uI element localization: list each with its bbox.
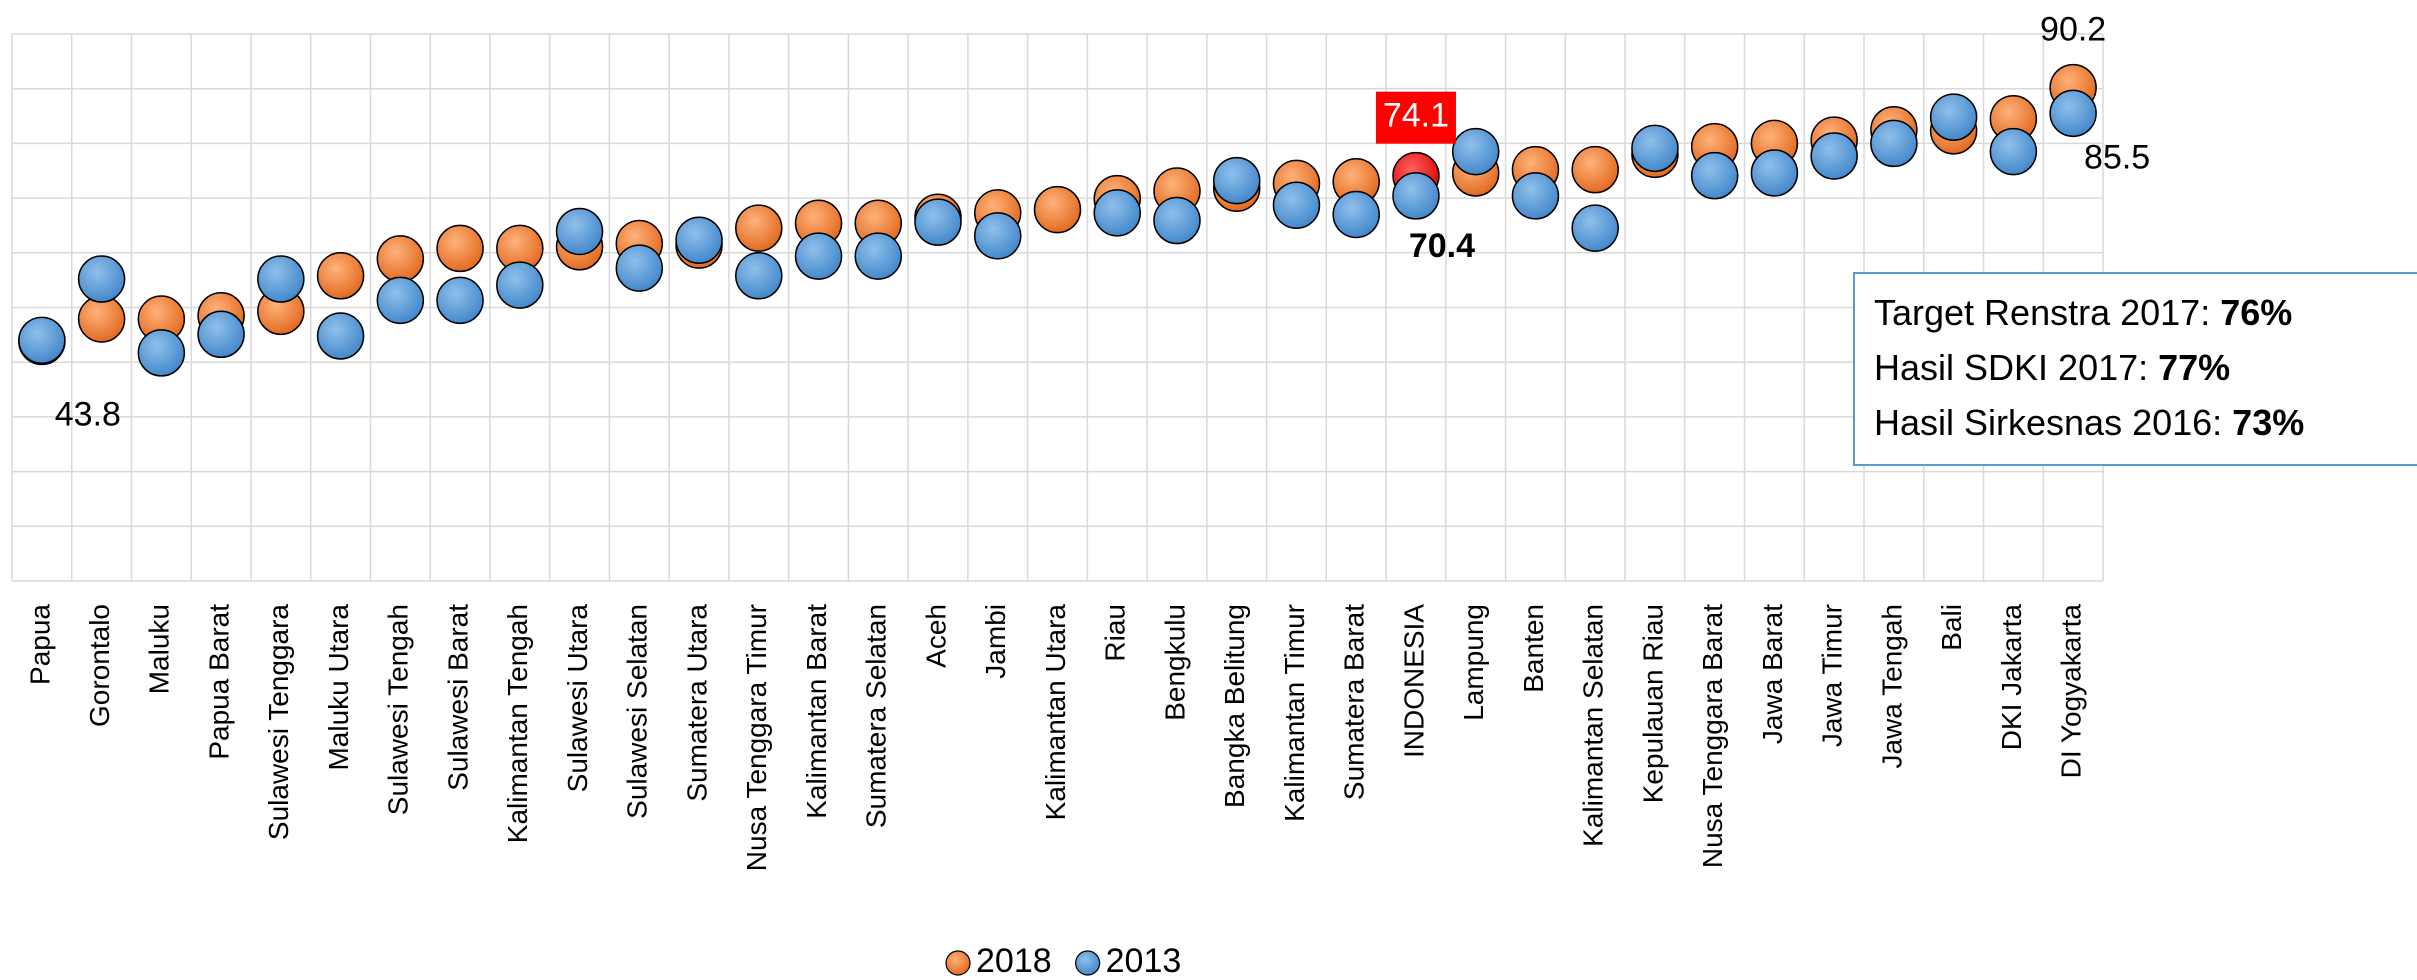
x-tick-label: Sulawesi Tenggara xyxy=(263,604,294,841)
dot xyxy=(436,224,484,273)
x-tick-label: Jawa Barat xyxy=(1757,604,1788,744)
x-tick-label: Kalimantan Selatan xyxy=(1578,604,1609,847)
x-tick-label: Papua xyxy=(24,604,55,685)
text-box-line: Hasil Sirkesnas 2016: 73% xyxy=(1874,402,2304,443)
x-tick-label: DI Yogyakarta xyxy=(2056,604,2087,779)
dot xyxy=(436,276,484,325)
x-tick-label: Banten xyxy=(1518,604,1549,693)
dot xyxy=(197,310,245,359)
x-tick-label: Sulawesi Selatan xyxy=(622,604,653,819)
dot xyxy=(1571,204,1619,252)
x-tick-label: Aceh xyxy=(920,604,951,668)
x-tick-label: Kalimantan Timur xyxy=(1279,604,1310,822)
dot xyxy=(1451,127,1500,176)
legend-label: 2018 xyxy=(976,942,1052,980)
dot xyxy=(794,232,843,280)
dot xyxy=(1870,119,1918,168)
dot xyxy=(1511,172,1560,220)
x-tick-label: Kalimantan Tengah xyxy=(502,604,533,843)
text-box-text: Hasil SDKI 2017: xyxy=(1874,347,2158,388)
dot xyxy=(735,252,783,300)
dot xyxy=(77,255,126,303)
dot xyxy=(1392,172,1440,220)
text-box-text: Hasil Sirkesnas 2016: xyxy=(1874,402,2232,443)
x-tick-label: Sumatera Barat xyxy=(1339,604,1370,800)
dot xyxy=(1690,151,1739,200)
x-tick-label: DKI Jakarta xyxy=(1996,604,2027,751)
dot xyxy=(1272,181,1321,229)
x-tick-label: Jawa Timur xyxy=(1817,604,1848,747)
dot xyxy=(615,244,664,292)
dot xyxy=(1153,196,1201,245)
x-tick-label: Nusa Tenggara Barat xyxy=(1697,604,1728,868)
dot xyxy=(1212,156,1261,205)
x-tick-label: Sulawesi Utara xyxy=(562,604,593,793)
dot xyxy=(18,316,66,365)
text-box-line: Target Renstra 2017: 76% xyxy=(1874,292,2292,333)
x-tick-label: Maluku xyxy=(144,604,175,694)
x-tick-label: Gorontalo xyxy=(84,604,115,727)
x-tick-label: Kalimantan Barat xyxy=(801,604,832,819)
dot xyxy=(1033,185,1082,234)
x-tick-label: Kepulauan Riau xyxy=(1637,604,1668,803)
x-tick-label: Papua Barat xyxy=(203,604,234,760)
x-tick-label: Sulawesi Tengah xyxy=(383,604,414,815)
x-tick-label: Sulawesi Barat xyxy=(442,604,473,791)
dot xyxy=(137,329,186,377)
dot xyxy=(854,232,903,280)
dot xyxy=(675,216,723,264)
legend-marker xyxy=(1075,950,1101,976)
text-box-text: Target Renstra 2017: xyxy=(1874,292,2220,333)
dot xyxy=(257,255,305,303)
x-tick-label: Maluku Utara xyxy=(323,604,354,771)
x-tick-label: Bengkulu xyxy=(1159,604,1190,721)
x-tick-label: Lampung xyxy=(1458,604,1489,721)
data-label: 74.1 xyxy=(1383,97,1449,135)
x-tick-label: Nusa Tenggara Timur xyxy=(741,604,772,871)
text-box xyxy=(1853,272,2417,466)
dot xyxy=(1750,149,1799,197)
dot xyxy=(735,204,783,252)
dot xyxy=(1810,132,1858,180)
x-tick-label: Jawa Tengah xyxy=(1876,604,1907,769)
dot xyxy=(914,198,962,246)
dot xyxy=(496,261,544,309)
dot xyxy=(376,276,425,325)
dot xyxy=(376,235,425,283)
label-box xyxy=(1375,91,1456,144)
dot xyxy=(316,312,365,360)
dot xyxy=(77,295,126,343)
text-box-line: Hasil SDKI 2017: 77% xyxy=(1874,347,2230,388)
x-tick-label: Sumatera Selatan xyxy=(861,604,892,828)
dot xyxy=(2049,89,2097,138)
x-tick-label: Sumatera Utara xyxy=(681,604,712,802)
dot xyxy=(1989,127,2038,176)
data-label: 85.5 xyxy=(2084,138,2150,176)
dot xyxy=(1571,145,1619,194)
legend-marker xyxy=(945,950,971,976)
legend-label: 2013 xyxy=(1106,942,1182,980)
dot xyxy=(316,252,365,300)
x-tick-label: Jambi xyxy=(980,604,1011,679)
dot xyxy=(1631,124,1679,173)
data-label: 90.2 xyxy=(2040,11,2106,49)
dot xyxy=(555,207,604,256)
dot xyxy=(1332,190,1380,239)
dot xyxy=(1093,189,1141,237)
text-box-value: 76% xyxy=(2220,292,2292,333)
x-tick-label: Bali xyxy=(1936,604,1967,651)
x-tick-label: INDONESIA xyxy=(1398,604,1429,758)
dot xyxy=(974,212,1022,260)
dot xyxy=(1929,93,1978,141)
data-label: 43.8 xyxy=(55,395,121,433)
text-box-value: 77% xyxy=(2158,347,2230,388)
text-box-value: 73% xyxy=(2232,402,2304,443)
x-tick-label: Kalimantan Utara xyxy=(1040,604,1071,821)
x-tick-label: Riau xyxy=(1100,604,1131,662)
x-tick-label: Bangka Belitung xyxy=(1219,604,1250,808)
data-label: 70.4 xyxy=(1409,227,1475,265)
